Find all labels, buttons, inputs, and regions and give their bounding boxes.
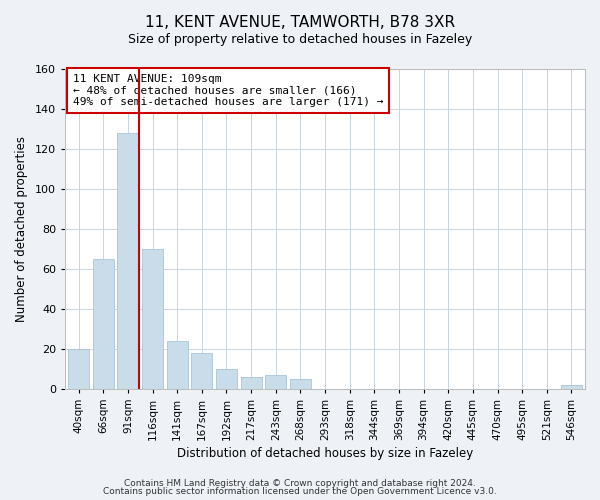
Bar: [93, 259, 114, 389]
Bar: [142, 249, 163, 389]
Bar: [191, 353, 212, 389]
Bar: [290, 379, 311, 389]
Bar: [167, 341, 188, 389]
Text: 11 KENT AVENUE: 109sqm
← 48% of detached houses are smaller (166)
49% of semi-de: 11 KENT AVENUE: 109sqm ← 48% of detached…: [73, 74, 383, 107]
Bar: [216, 369, 237, 389]
Bar: [561, 385, 582, 389]
Text: 11, KENT AVENUE, TAMWORTH, B78 3XR: 11, KENT AVENUE, TAMWORTH, B78 3XR: [145, 15, 455, 30]
Text: Contains HM Land Registry data © Crown copyright and database right 2024.: Contains HM Land Registry data © Crown c…: [124, 478, 476, 488]
Text: Contains public sector information licensed under the Open Government Licence v3: Contains public sector information licen…: [103, 487, 497, 496]
Text: Size of property relative to detached houses in Fazeley: Size of property relative to detached ho…: [128, 32, 472, 46]
X-axis label: Distribution of detached houses by size in Fazeley: Distribution of detached houses by size …: [177, 447, 473, 460]
Bar: [241, 377, 262, 389]
Bar: [118, 133, 139, 389]
Y-axis label: Number of detached properties: Number of detached properties: [15, 136, 28, 322]
Bar: [265, 375, 286, 389]
Bar: [68, 349, 89, 389]
